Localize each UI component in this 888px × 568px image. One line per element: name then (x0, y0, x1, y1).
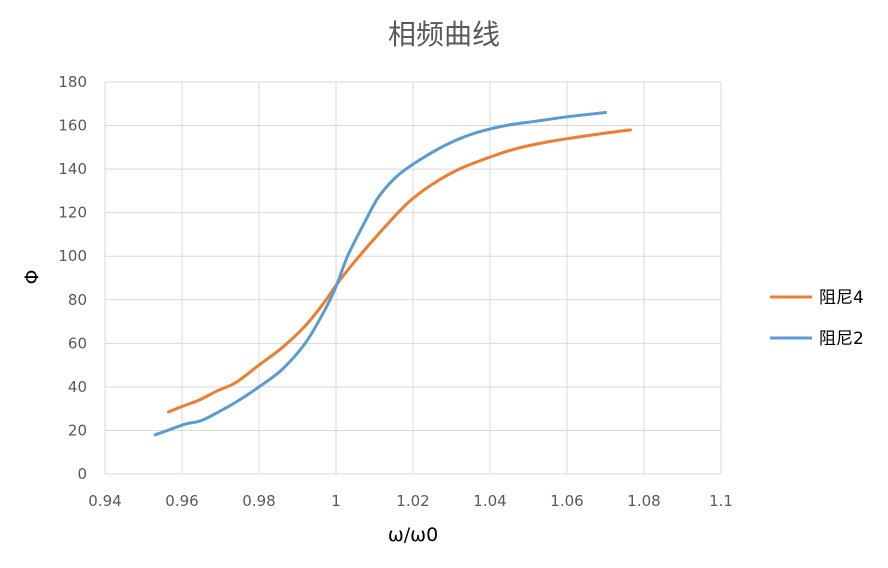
grid (104, 81, 722, 475)
y-tick-label: 180 (58, 73, 87, 91)
x-tick-label: 1 (331, 492, 341, 510)
x-tick-label: 0.98 (242, 492, 275, 510)
legend: 阻尼4 阻尼2 (770, 288, 864, 349)
series-line-1 (167, 128, 632, 414)
series-lines (153, 111, 632, 437)
y-axis-title: Φ (21, 270, 43, 285)
y-tick-label: 120 (58, 204, 87, 222)
x-tick-label: 1.08 (627, 492, 660, 510)
y-axis-ticks: 0 20 40 60 80 100 120 140 160 180 (58, 73, 87, 483)
chart-title: 相频曲线 (388, 18, 500, 51)
y-tick-label: 80 (68, 291, 87, 309)
y-tick-label: 140 (58, 160, 87, 178)
y-tick-label: 160 (58, 117, 87, 135)
x-tick-label: 0.94 (88, 492, 121, 510)
x-tick-label: 1.04 (473, 492, 506, 510)
x-tick-label: 1.1 (709, 492, 733, 510)
y-tick-label: 60 (68, 334, 87, 352)
x-tick-label: 1.02 (396, 492, 429, 510)
y-tick-label: 20 (68, 421, 87, 439)
x-axis-title: ω/ω0 (388, 524, 438, 546)
y-tick-label: 0 (77, 465, 87, 483)
y-tick-label: 100 (58, 247, 87, 265)
x-tick-label: 1.06 (550, 492, 583, 510)
legend-label: 阻尼4 (819, 288, 864, 308)
legend-label: 阻尼2 (819, 329, 864, 349)
series-line-2 (153, 111, 607, 437)
x-tick-label: 0.96 (165, 492, 198, 510)
y-tick-label: 40 (68, 378, 87, 396)
x-axis-ticks: 0.94 0.96 0.98 1 1.02 1.04 1.06 1.08 1.1 (88, 492, 733, 510)
